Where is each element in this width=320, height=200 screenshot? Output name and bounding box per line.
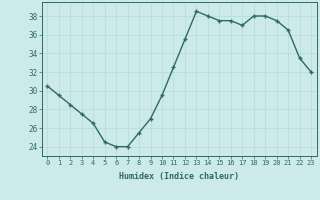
X-axis label: Humidex (Indice chaleur): Humidex (Indice chaleur) <box>119 172 239 181</box>
